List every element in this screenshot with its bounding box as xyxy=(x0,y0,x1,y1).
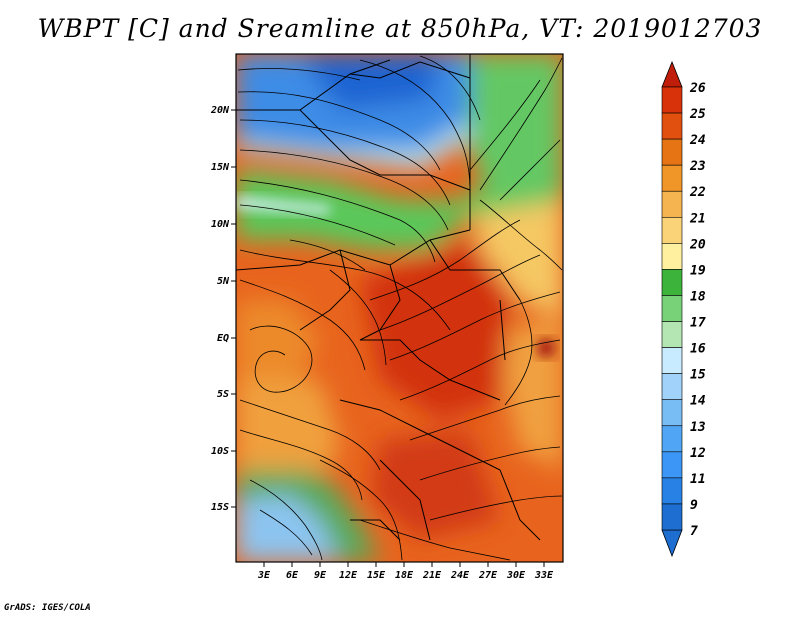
colorbar-bottom-arrow xyxy=(661,529,683,558)
colorbar-label: 17 xyxy=(690,316,706,331)
colorbar-segment xyxy=(661,321,683,348)
lon-label: 33E xyxy=(534,570,554,581)
colorbar-label: 14 xyxy=(690,394,706,409)
lon-tick-12e: 12E xyxy=(339,562,358,581)
colorbar-segment xyxy=(661,86,683,114)
lat-label: 15S xyxy=(211,502,229,513)
lat-label: 5S xyxy=(217,389,229,400)
lat-label: 5N xyxy=(217,276,230,287)
lon-tick-33e: 33E xyxy=(534,562,554,581)
lon-tick-30e: 30E xyxy=(506,562,526,581)
colorbar-label: 13 xyxy=(690,420,706,435)
lon-label: 9E xyxy=(314,570,327,581)
colorbar-label: 12 xyxy=(690,446,706,461)
colorbar-segment xyxy=(661,295,683,322)
lat-tick-10n: 10N xyxy=(211,219,236,230)
country-borders xyxy=(236,54,541,541)
colorbar-top-arrow xyxy=(661,60,683,88)
lon-label: 3E xyxy=(257,570,271,581)
colorbar-segment xyxy=(661,425,683,453)
latitude-axis: 20N 15N 10N 5N EQ 5S 10S 15S xyxy=(210,105,236,513)
colorbar: 7 9 11 12 13 14 15 16 17 18 19 20 21 22 23 24 25 26 xyxy=(661,60,706,558)
lon-tick-9e: 9E xyxy=(314,562,327,581)
colorbar-segment xyxy=(661,503,683,531)
colorbar-label: 23 xyxy=(689,159,706,174)
lat-label: 10N xyxy=(211,219,230,230)
colorbar-label: 7 xyxy=(690,524,698,539)
colorbar-label: 15 xyxy=(690,368,706,383)
map-title: WBPT [C] and Sreamline at 850hPa, VT: 20… xyxy=(37,14,763,43)
colorbar-label: 26 xyxy=(689,81,706,96)
colorbar-segment xyxy=(661,399,683,427)
colorbar-segment xyxy=(661,477,683,505)
lon-tick-6e: 6E xyxy=(286,562,299,581)
colorbar-label: 11 xyxy=(690,472,706,487)
lon-tick-3e: 3E xyxy=(257,562,271,581)
colorbar-label: 9 xyxy=(690,498,698,513)
colorbar-label: 25 xyxy=(689,107,706,122)
lon-label: 30E xyxy=(506,570,526,581)
colorbar-segment xyxy=(661,373,683,401)
lat-tick-5s: 5S xyxy=(217,389,236,400)
lon-tick-15e: 15E xyxy=(367,562,386,581)
lon-label: 12E xyxy=(339,570,358,581)
lat-tick-eq: EQ xyxy=(217,333,236,344)
lat-label: EQ xyxy=(217,333,229,344)
map-frame xyxy=(235,53,564,563)
colorbar-label: 18 xyxy=(690,289,706,304)
colorbar-label: 19 xyxy=(690,263,706,278)
longitude-axis: 3E 6E 9E 12E 15E 18E 21E 24E 27E 30E 33E xyxy=(257,562,554,581)
lat-tick-10s: 10S xyxy=(211,446,236,457)
colorbar-label: 24 xyxy=(689,133,706,148)
colorbar-segment xyxy=(661,451,683,479)
lat-tick-20n: 20N xyxy=(210,105,236,116)
lon-tick-27e: 27E xyxy=(478,562,498,581)
lon-label: 24E xyxy=(450,570,470,581)
grads-credit: GrADS: IGES/COLA xyxy=(4,603,91,613)
lat-tick-5n: 5N xyxy=(217,276,236,287)
colorbar-segment xyxy=(661,347,683,374)
lon-tick-18e: 18E xyxy=(395,562,414,581)
lat-label: 15N xyxy=(211,162,230,173)
lat-tick-15n: 15N xyxy=(211,162,236,173)
colorbar-segment xyxy=(661,190,683,218)
lon-label: 18E xyxy=(395,570,414,581)
colorbar-segment xyxy=(661,164,683,192)
colorbar-segment xyxy=(661,269,683,296)
lon-label: 27E xyxy=(478,570,498,581)
colorbar-segment xyxy=(661,216,683,244)
temperature-field xyxy=(236,54,563,562)
lat-label: 10S xyxy=(211,446,229,457)
lon-tick-24e: 24E xyxy=(450,562,470,581)
lon-label: 6E xyxy=(286,570,299,581)
colorbar-segment xyxy=(661,112,683,140)
lat-tick-15s: 15S xyxy=(211,502,236,513)
colorbar-label: 22 xyxy=(689,185,706,200)
lat-label: 20N xyxy=(210,105,230,116)
lon-label: 21E xyxy=(422,570,442,581)
colorbar-label: 20 xyxy=(689,237,706,252)
colorbar-segment xyxy=(661,138,683,166)
colorbar-segment xyxy=(661,243,683,270)
colorbar-label: 16 xyxy=(690,342,706,357)
lon-tick-21e: 21E xyxy=(422,562,442,581)
colorbar-label: 21 xyxy=(689,211,706,226)
lon-label: 15E xyxy=(367,570,386,581)
